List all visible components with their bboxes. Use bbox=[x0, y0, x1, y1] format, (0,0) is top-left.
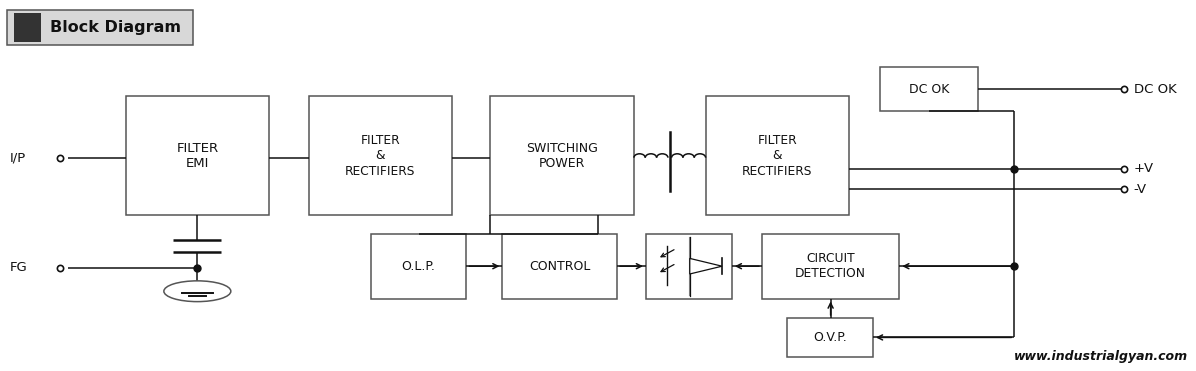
Text: &: & bbox=[773, 149, 782, 162]
Text: &: & bbox=[376, 149, 385, 162]
Text: DC OK: DC OK bbox=[1134, 82, 1177, 96]
Text: O.L.P.: O.L.P. bbox=[402, 260, 435, 273]
Text: -V: -V bbox=[1134, 183, 1147, 196]
Bar bbox=[309, 96, 452, 215]
Bar bbox=[787, 318, 873, 357]
Text: SWITCHING: SWITCHING bbox=[526, 141, 598, 155]
Text: www.industrialgyan.com: www.industrialgyan.com bbox=[1013, 350, 1188, 363]
Bar bbox=[880, 67, 978, 111]
Text: FILTER: FILTER bbox=[360, 134, 401, 147]
Bar bbox=[7, 10, 193, 45]
Text: DC OK: DC OK bbox=[909, 82, 950, 96]
Bar bbox=[490, 96, 634, 215]
Text: CONTROL: CONTROL bbox=[529, 260, 591, 273]
Bar bbox=[646, 234, 732, 299]
Text: POWER: POWER bbox=[539, 157, 585, 170]
Bar bbox=[371, 234, 466, 299]
Text: EMI: EMI bbox=[185, 157, 209, 170]
Text: CIRCUIT: CIRCUIT bbox=[806, 252, 855, 265]
Text: Block Diagram: Block Diagram bbox=[50, 20, 182, 35]
Text: DETECTION: DETECTION bbox=[795, 267, 866, 280]
Text: FILTER: FILTER bbox=[757, 134, 798, 147]
Text: O.V.P.: O.V.P. bbox=[813, 331, 847, 344]
Bar bbox=[762, 234, 899, 299]
Text: RECTIFIERS: RECTIFIERS bbox=[743, 165, 812, 178]
Text: FILTER: FILTER bbox=[176, 141, 219, 155]
Bar bbox=[126, 96, 269, 215]
Bar bbox=[502, 234, 617, 299]
Text: I/P: I/P bbox=[10, 151, 26, 164]
Bar bbox=[14, 13, 41, 42]
Bar bbox=[706, 96, 849, 215]
Text: RECTIFIERS: RECTIFIERS bbox=[346, 165, 415, 178]
Text: +V: +V bbox=[1134, 162, 1154, 175]
Text: FG: FG bbox=[10, 261, 28, 275]
